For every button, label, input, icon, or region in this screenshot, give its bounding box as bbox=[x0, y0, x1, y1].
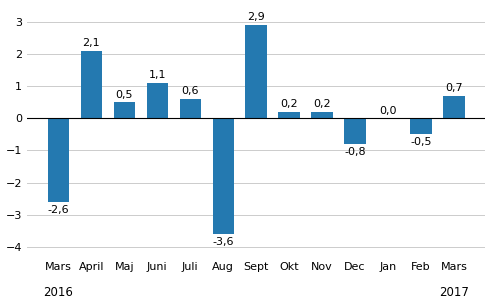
Bar bbox=[180, 99, 201, 118]
Bar bbox=[246, 25, 267, 118]
Text: 2,9: 2,9 bbox=[247, 12, 265, 22]
Bar bbox=[48, 118, 69, 202]
Bar bbox=[278, 112, 300, 118]
Bar bbox=[213, 118, 234, 234]
Text: 0,5: 0,5 bbox=[115, 90, 133, 100]
Text: 0,7: 0,7 bbox=[445, 83, 463, 93]
Text: -0,8: -0,8 bbox=[344, 146, 366, 157]
Text: 0,6: 0,6 bbox=[182, 86, 199, 96]
Bar bbox=[81, 51, 102, 118]
Bar bbox=[113, 102, 135, 118]
Bar bbox=[311, 112, 333, 118]
Text: -0,5: -0,5 bbox=[410, 137, 432, 147]
Text: 1,1: 1,1 bbox=[149, 70, 166, 80]
Text: 2016: 2016 bbox=[44, 286, 74, 299]
Bar bbox=[147, 83, 168, 118]
Text: 2017: 2017 bbox=[439, 286, 469, 299]
Text: 0,2: 0,2 bbox=[280, 99, 298, 109]
Bar bbox=[410, 118, 432, 134]
Text: 0,0: 0,0 bbox=[379, 106, 397, 116]
Text: -2,6: -2,6 bbox=[48, 204, 69, 214]
Bar bbox=[344, 118, 366, 144]
Text: 0,2: 0,2 bbox=[313, 99, 331, 109]
Text: 2,1: 2,1 bbox=[82, 38, 100, 48]
Bar bbox=[443, 96, 464, 118]
Text: -3,6: -3,6 bbox=[213, 237, 234, 247]
